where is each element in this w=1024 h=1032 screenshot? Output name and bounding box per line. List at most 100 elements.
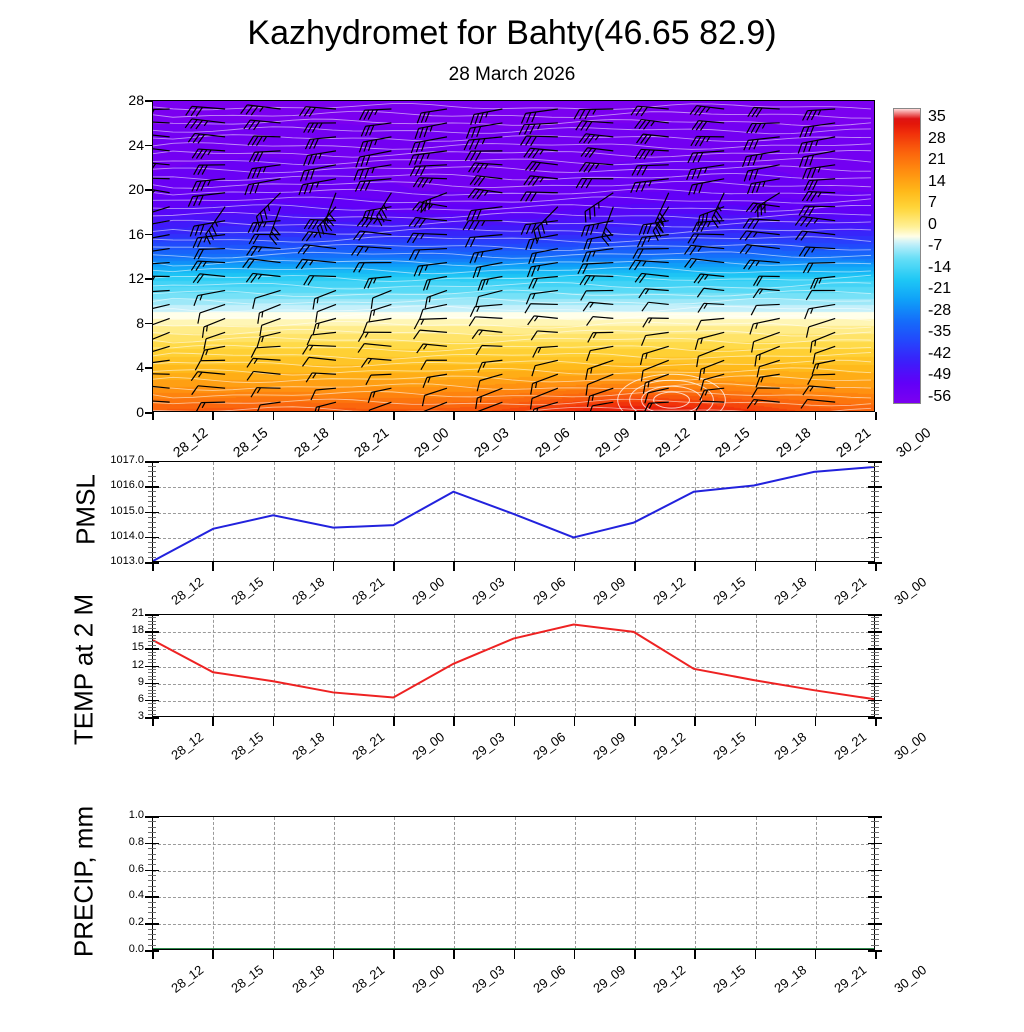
gridline-vertical — [574, 462, 576, 561]
isotherm-line — [153, 165, 871, 174]
gridline-vertical — [333, 817, 335, 949]
wind-barb — [422, 275, 448, 291]
gridline-vertical — [454, 462, 456, 561]
wind-barb — [153, 373, 170, 375]
wind-barb — [462, 220, 503, 231]
precip-y-tick-label: 1.0 — [128, 809, 144, 821]
wind-barb — [642, 317, 669, 328]
gridline-horizontal — [153, 666, 874, 668]
wind-barb — [423, 401, 448, 411]
wind-barb — [693, 273, 725, 284]
wind-barb — [298, 178, 337, 196]
wind-barb — [533, 206, 559, 242]
gridline-vertical — [454, 615, 456, 716]
wind-barb — [243, 119, 281, 131]
wind-barb — [153, 134, 170, 138]
wind-barb — [153, 177, 170, 180]
colorbar-tick-label: 28 — [928, 129, 946, 147]
wind-barb — [418, 303, 448, 320]
isotherm-line — [153, 219, 871, 228]
gridline-vertical — [695, 462, 697, 561]
wind-barb — [799, 150, 836, 168]
precip-y-tick — [145, 869, 159, 872]
cross-section-x-tick-label: 28_12 — [169, 424, 211, 461]
precip-y-minor-tick — [148, 901, 156, 903]
wind-barb — [410, 136, 448, 154]
temp-2m-x-tick-label: 29_15 — [710, 729, 749, 763]
gridline-horizontal — [153, 632, 874, 634]
cross-section-x-tick — [453, 412, 455, 420]
cross-section-x-tick — [754, 412, 757, 420]
pmsl-y-tick-right — [868, 536, 882, 539]
isotherm-line — [153, 336, 871, 345]
wind-barb — [639, 345, 669, 365]
temp-2m-y-minor-tick-right — [871, 651, 879, 653]
temp-2m-x-tick-label: 29_09 — [590, 729, 628, 763]
wind-barb — [642, 373, 669, 394]
wind-barb — [802, 385, 836, 396]
wind-barb — [416, 108, 448, 124]
wind-barb — [798, 205, 836, 216]
precip-x-tick-label: 29_12 — [650, 962, 689, 996]
temp-2m-y-minor-tick — [148, 703, 156, 705]
wind-barb — [248, 233, 281, 245]
wind-barb — [315, 303, 337, 323]
pmsl-y-minor-tick-right — [871, 521, 879, 523]
cross-section-y-tick — [145, 233, 152, 236]
wind-barb — [641, 301, 669, 312]
wind-barb — [153, 275, 170, 281]
precip-y-minor-tick — [148, 885, 156, 887]
wind-barb — [530, 373, 559, 395]
colorbar-tick-label: -49 — [928, 366, 952, 384]
wind-barb — [305, 372, 337, 383]
temp-2m-x-tick — [212, 717, 214, 726]
wind-barb — [532, 345, 558, 358]
precip-y-minor-tick — [148, 944, 156, 946]
wind-barb — [644, 387, 669, 404]
wind-barb — [694, 331, 725, 350]
pmsl-x-tick-label: 29_03 — [469, 574, 508, 608]
gridline-vertical — [333, 615, 335, 716]
wind-barb — [811, 359, 836, 375]
wind-barb — [153, 234, 170, 239]
cross-section-y-tick-label: 20 — [128, 181, 144, 198]
wind-barb — [413, 329, 448, 340]
wind-barb — [634, 272, 669, 284]
pmsl-y-tick-label: 1014.0 — [110, 529, 144, 542]
pmsl-y-minor-tick-right — [871, 531, 879, 533]
temp-2m-x-tick — [152, 717, 154, 726]
precip-y-tick-right — [868, 896, 882, 898]
wind-barb — [200, 345, 226, 361]
precip-y-tick-label: 0.2 — [128, 916, 144, 929]
temp-2m-y-tick-label: 21 — [131, 607, 144, 619]
pmsl-y-tick-label: 1013.0 — [110, 555, 144, 567]
pmsl-x-tick — [875, 562, 877, 571]
isotherm-line — [153, 227, 871, 236]
cross-section-x-tick — [634, 412, 636, 420]
wind-barb — [190, 371, 226, 382]
precip-x-tick — [513, 950, 516, 959]
precip-y-minor-tick-right — [871, 853, 879, 855]
wind-barb — [406, 232, 447, 244]
wind-barb — [295, 258, 337, 270]
wind-barb — [805, 289, 836, 301]
wind-barb — [695, 400, 725, 411]
wind-barb — [802, 164, 836, 180]
precip-x-tick-label: 28_21 — [349, 962, 387, 996]
pmsl-x-tick — [513, 562, 516, 571]
colorbar-tick-label: -35 — [928, 323, 952, 341]
wind-barb — [523, 147, 558, 159]
pmsl-x-tick — [212, 562, 214, 571]
wind-barb — [303, 218, 337, 230]
wind-barb — [464, 234, 503, 248]
pmsl-y-minor-tick — [148, 466, 156, 468]
pmsl-y-minor-tick — [148, 476, 156, 478]
temp-2m-y-minor-tick-right — [871, 710, 879, 712]
wind-barb — [802, 261, 836, 274]
pmsl-y-tick-right — [868, 511, 882, 514]
wind-barb — [477, 275, 503, 291]
temp-2m-y-minor-tick-right — [871, 620, 879, 622]
pmsl-x-tick-label: 29_06 — [529, 574, 568, 608]
wind-barb — [699, 387, 725, 401]
